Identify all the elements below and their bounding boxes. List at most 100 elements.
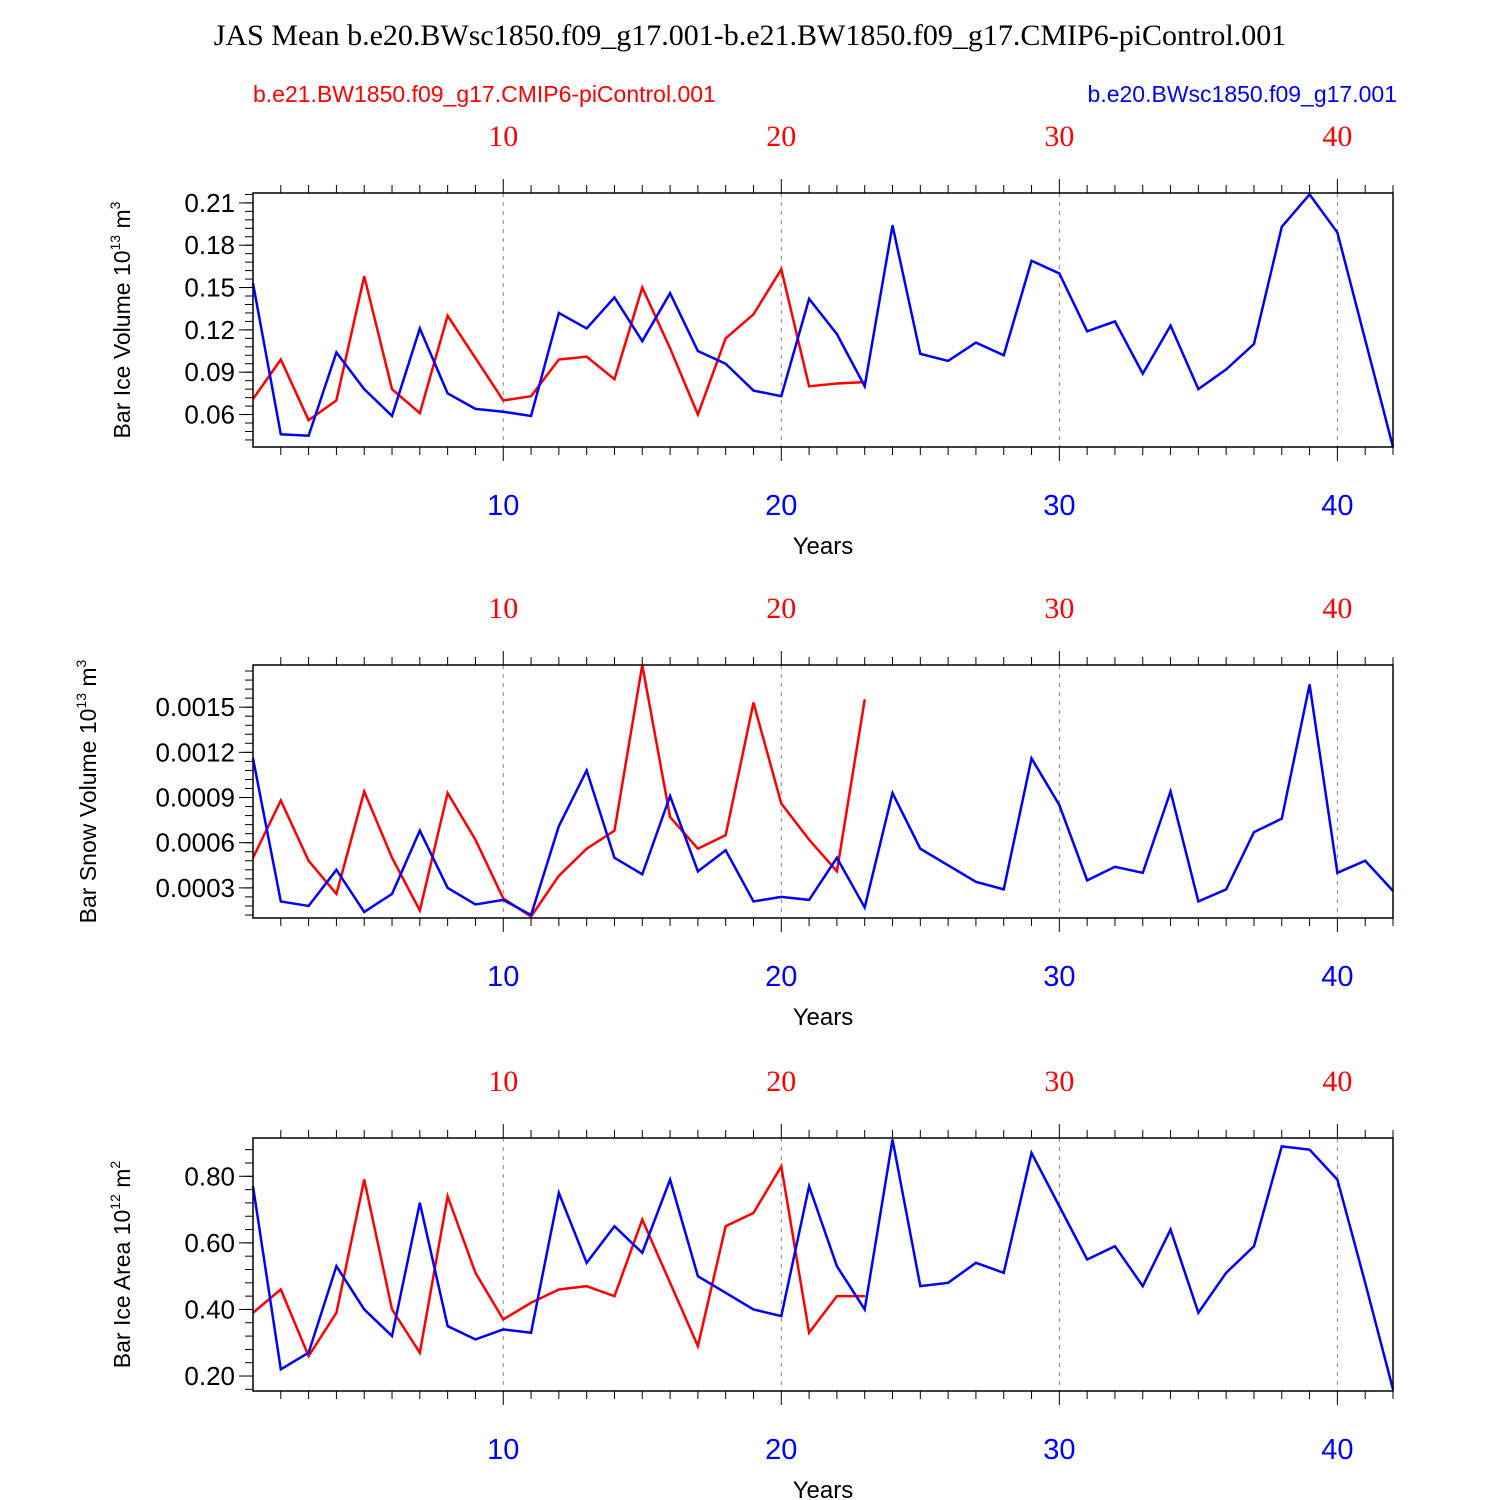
data-point-blue: [891, 1138, 894, 1141]
series-line-blue: [251, 1139, 1395, 1390]
data-point-blue: [669, 795, 671, 797]
data-point-red: [363, 275, 366, 278]
y-axis-label-part: Bar Ice Volume 10: [109, 250, 135, 438]
data-point-red: [863, 698, 866, 701]
data-point-blue: [280, 900, 282, 903]
chart-title: JAS Mean b.e20.BWsc1850.f09_g17.001-b.e2…: [214, 19, 1286, 52]
data-point-blue: [1280, 1145, 1283, 1148]
data-point-blue: [530, 914, 532, 916]
data-point-red: [280, 799, 282, 802]
x-tick-label-top: 20: [766, 592, 796, 625]
x-tick-label-bottom: 30: [1043, 490, 1075, 522]
y-axis-label: Bar Snow Volume 1013 m3: [73, 659, 101, 923]
data-point-red: [280, 358, 282, 361]
data-point-blue: [1141, 1285, 1144, 1287]
data-point-blue: [1364, 1282, 1366, 1284]
data-point-red: [613, 829, 616, 832]
x-tick-label-top: 40: [1322, 1065, 1352, 1098]
data-point-blue: [780, 395, 783, 398]
data-point-red: [585, 1285, 588, 1287]
y-tick-label: 0.12: [184, 315, 235, 345]
data-point-blue: [1002, 1272, 1005, 1274]
data-point-blue: [947, 864, 949, 867]
data-point-blue: [697, 350, 699, 352]
data-point-blue: [1058, 804, 1061, 806]
data-point-blue: [1280, 226, 1283, 228]
data-point-red: [558, 358, 560, 361]
data-point-blue: [808, 298, 810, 300]
y-tick-label: 0.18: [184, 230, 235, 260]
data-point-red: [558, 875, 560, 877]
data-point-red: [419, 1351, 421, 1354]
x-tick-label-top: 30: [1044, 1065, 1074, 1098]
data-point-blue: [808, 899, 810, 901]
data-point-blue: [1225, 1272, 1227, 1274]
x-tick-label-top: 30: [1044, 120, 1074, 153]
data-point-blue: [1169, 790, 1172, 793]
data-point-red: [613, 1295, 616, 1297]
y-axis-label: Bar Ice Volume 1013 m3: [107, 201, 135, 438]
y-axis-label-part: m: [75, 667, 101, 693]
data-point-blue: [1364, 338, 1366, 341]
data-point-red: [335, 893, 338, 895]
data-point-red: [585, 847, 588, 850]
data-point-red: [530, 395, 532, 398]
x-tick-label-top: 40: [1322, 120, 1352, 153]
data-point-blue: [1002, 888, 1005, 891]
y-tick-label: 0.0015: [155, 692, 235, 722]
data-point-red: [307, 419, 310, 421]
data-point-blue: [1086, 879, 1088, 882]
y-tick-label: 0.0009: [155, 783, 235, 813]
x-tick-label-bottom: 40: [1321, 1434, 1353, 1466]
y-tick-label: 0.21: [184, 188, 235, 218]
data-point-red: [836, 870, 838, 873]
data-point-blue: [1169, 1228, 1172, 1231]
data-point-blue: [1308, 683, 1311, 686]
data-point-blue: [919, 353, 922, 355]
data-point-blue: [1114, 1245, 1116, 1247]
data-point-red: [724, 834, 727, 836]
x-tick-label-top: 40: [1322, 592, 1352, 625]
series-group: [251, 1138, 1395, 1391]
data-point-red: [780, 1165, 783, 1168]
data-point-red: [391, 1308, 393, 1311]
data-point-blue: [752, 900, 755, 903]
x-tick-label-bottom: 30: [1043, 1434, 1075, 1466]
y-axis-label-part: 3: [73, 659, 89, 667]
x-tick-label-bottom: 10: [487, 1434, 519, 1466]
data-point-blue: [1225, 888, 1227, 891]
data-point-red: [641, 1218, 644, 1221]
series-line-blue: [251, 684, 1394, 917]
y-tick-label: 0.06: [184, 400, 235, 430]
data-point-blue: [836, 856, 838, 859]
data-point-red: [446, 792, 449, 794]
data-point-blue: [280, 1368, 282, 1371]
x-axis-label: Years: [793, 533, 854, 560]
data-point-blue: [502, 1328, 505, 1331]
y-tick-label: 0.15: [184, 273, 235, 303]
y-axis-label-part: 3: [107, 201, 123, 209]
plot-frame: [252, 1137, 1394, 1392]
data-point-blue: [335, 351, 338, 354]
data-point-blue: [641, 873, 644, 876]
data-point-red: [335, 399, 338, 402]
x-tick-label-top: 10: [488, 120, 518, 153]
data-point-red: [697, 847, 699, 850]
data-point-blue: [947, 360, 949, 362]
data-point-blue: [863, 906, 866, 909]
data-point-red: [669, 816, 671, 818]
data-point-blue: [363, 388, 366, 390]
data-point-red: [669, 1282, 671, 1284]
data-point-blue: [1336, 231, 1339, 234]
y-tick-label: 0.40: [184, 1294, 235, 1324]
data-point-blue: [474, 1338, 477, 1341]
y-axis-label-part: m: [109, 1169, 135, 1195]
data-point-blue: [1030, 259, 1033, 262]
data-point-blue: [502, 899, 505, 901]
data-point-blue: [1197, 1311, 1200, 1314]
data-point-blue: [419, 829, 421, 832]
data-point-blue: [502, 410, 505, 413]
data-point-blue: [280, 433, 282, 436]
data-point-blue: [863, 1308, 866, 1311]
